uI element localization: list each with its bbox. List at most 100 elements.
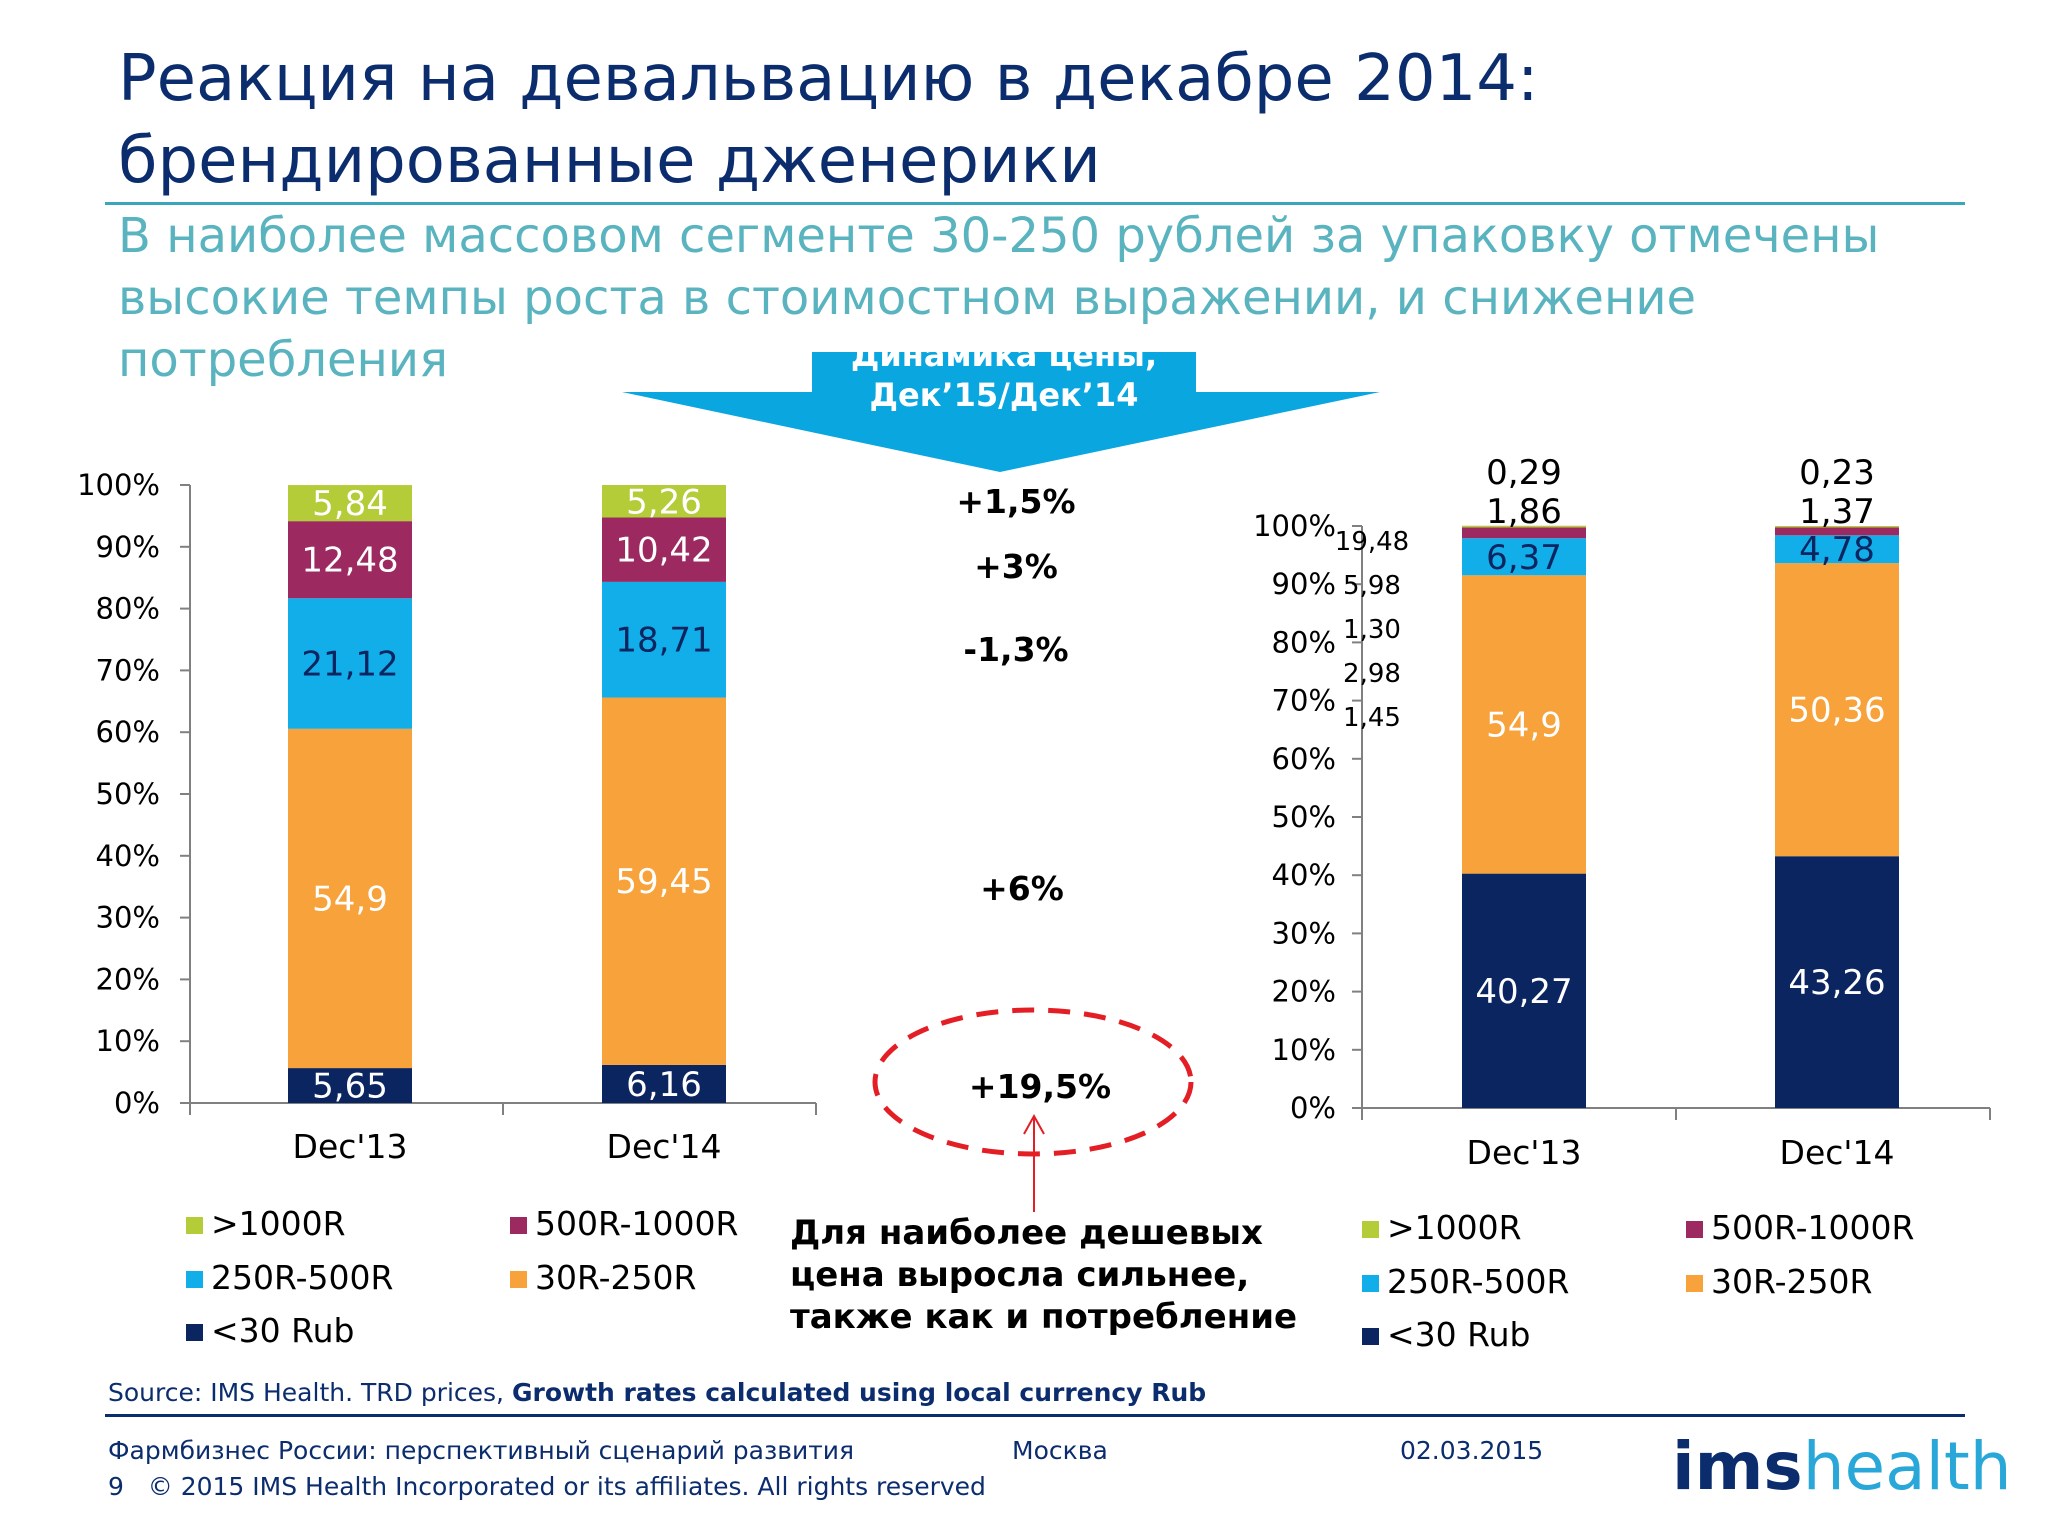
source-prefix: Source: IMS Health. TRD prices, bbox=[108, 1378, 512, 1407]
bar-segment bbox=[602, 697, 726, 1065]
legend-label: 250R-500R bbox=[1387, 1262, 1570, 1301]
footer-date: 02.03.2015 bbox=[1400, 1436, 1544, 1465]
growth-500-1000: +3% bbox=[974, 547, 1058, 586]
slide-title: Реакция на девальвацию в декабре 2014: б… bbox=[118, 42, 1539, 198]
y-tick-label: 60% bbox=[96, 715, 160, 749]
data-label: 59,45 bbox=[615, 862, 712, 902]
bar-segment bbox=[1775, 527, 1899, 536]
y-tick-label: 0% bbox=[114, 1086, 160, 1120]
side-annotation: 1,30 bbox=[1343, 615, 1401, 645]
legend-label: 30R-250R bbox=[1711, 1262, 1873, 1301]
y-tick-label: 10% bbox=[1272, 1033, 1336, 1067]
data-label: 6,37 bbox=[1486, 538, 1562, 578]
footer-divider bbox=[105, 1414, 1965, 1417]
data-label: 0,29 bbox=[1486, 453, 1562, 493]
data-label: 4,78 bbox=[1799, 530, 1875, 570]
legend-swatch bbox=[1686, 1221, 1703, 1238]
data-label: 50,36 bbox=[1788, 691, 1885, 731]
bar-segment bbox=[1462, 873, 1586, 1108]
bar-segment bbox=[1462, 575, 1586, 874]
side-annotation: 2,98 bbox=[1343, 659, 1401, 689]
logo-ims: ims bbox=[1672, 1428, 1803, 1505]
y-tick-label: 30% bbox=[1272, 916, 1336, 950]
y-tick-label: 50% bbox=[96, 777, 160, 811]
data-label: 43,26 bbox=[1788, 963, 1885, 1003]
y-tick-label: 20% bbox=[1272, 975, 1336, 1009]
bar-segment bbox=[602, 485, 726, 518]
data-label: 5,26 bbox=[626, 482, 702, 522]
data-label: 54,9 bbox=[312, 879, 388, 919]
banner-line-1: Динамика цены, bbox=[851, 336, 1157, 374]
logo-health: health bbox=[1802, 1428, 2012, 1505]
category-label: Dec'14 bbox=[607, 1127, 722, 1166]
legend-item-30-250: 30R-250R bbox=[1686, 1262, 1872, 1301]
legend-label: 250R-500R bbox=[211, 1258, 394, 1297]
data-label: 6,16 bbox=[626, 1065, 702, 1105]
category-label: Dec'13 bbox=[1467, 1133, 1582, 1172]
legend-item-250-500: 250R-500R bbox=[1362, 1262, 1569, 1301]
legend-label: 500R-1000R bbox=[535, 1204, 739, 1243]
legend-item-30-250: 30R-250R bbox=[510, 1258, 696, 1297]
y-tick-label: 80% bbox=[1272, 625, 1336, 659]
legend-label: <30 Rub bbox=[1387, 1315, 1531, 1354]
copyright-text: © 2015 IMS Health Incorporated or its af… bbox=[147, 1472, 986, 1501]
legend-item-gt1000: >1000R bbox=[1362, 1208, 1522, 1247]
growth-lt30: +19,5% bbox=[969, 1067, 1111, 1106]
bar-segment bbox=[1775, 563, 1899, 857]
y-tick-label: 80% bbox=[96, 592, 160, 626]
footer-city: Москва bbox=[1012, 1436, 1108, 1465]
y-tick-label: 90% bbox=[1272, 567, 1336, 601]
legend-item-gt1000: >1000R bbox=[186, 1204, 346, 1243]
data-label: 1,37 bbox=[1799, 492, 1875, 532]
y-tick-label: 70% bbox=[1272, 684, 1336, 718]
legend-label: >1000R bbox=[1387, 1208, 1522, 1247]
legend-swatch bbox=[1362, 1275, 1379, 1292]
footer-copyright: 9 © 2015 IMS Health Incorporated or its … bbox=[108, 1472, 986, 1501]
y-tick-label: 50% bbox=[1272, 800, 1336, 834]
legend-swatch bbox=[186, 1217, 203, 1234]
bar-segment bbox=[1462, 527, 1586, 539]
y-tick-label: 40% bbox=[96, 839, 160, 873]
bar-segment bbox=[1462, 525, 1586, 528]
legend-item-250-500: 250R-500R bbox=[186, 1258, 393, 1297]
data-label: 12,48 bbox=[301, 541, 398, 581]
growth-250-500: -1,3% bbox=[963, 630, 1068, 669]
growth-gt1000: +1,5% bbox=[956, 482, 1075, 521]
bar-segment bbox=[602, 1064, 726, 1103]
legend-label: >1000R bbox=[211, 1204, 346, 1243]
side-annotation: 5,98 bbox=[1343, 571, 1401, 601]
legend-item-500-1000: 500R-1000R bbox=[510, 1204, 738, 1243]
data-label: 40,27 bbox=[1475, 972, 1572, 1012]
bar-segment bbox=[602, 581, 726, 698]
bar-segment bbox=[602, 517, 726, 582]
legend-swatch bbox=[510, 1217, 527, 1234]
side-annotation: 19,48 bbox=[1335, 527, 1409, 557]
data-label: 54,9 bbox=[1486, 705, 1562, 745]
legend-label: 500R-1000R bbox=[1711, 1208, 1915, 1247]
y-tick-label: 30% bbox=[96, 901, 160, 935]
data-label: 5,65 bbox=[312, 1067, 388, 1107]
y-tick-label: 40% bbox=[1272, 858, 1336, 892]
title-divider bbox=[105, 202, 1965, 205]
page-number: 9 bbox=[108, 1472, 124, 1501]
legend-label: 30R-250R bbox=[535, 1258, 697, 1297]
legend-swatch bbox=[1686, 1275, 1703, 1292]
chart-right: 0% 10% 20% 30% 40% 50% 60% 70% 80% 90% 100% Dec'13 D… bbox=[1253, 453, 1991, 1172]
data-label: 0,23 bbox=[1799, 453, 1875, 493]
bar-segment bbox=[288, 485, 412, 522]
bar-segment bbox=[1775, 535, 1899, 564]
category-label: Dec'13 bbox=[293, 1127, 408, 1166]
cheapest-segment-note: Для наиболее дешевых цена выросла сильне… bbox=[790, 1213, 1298, 1337]
y-tick-label: 100% bbox=[77, 468, 160, 502]
bar-segment bbox=[288, 521, 412, 599]
bar-segment bbox=[288, 1068, 412, 1103]
bar-segment bbox=[1775, 856, 1899, 1108]
price-dynamics-banner: Динамика цены, Дек’15/Дек’14 bbox=[622, 336, 1380, 472]
legend-label: <30 Rub bbox=[211, 1311, 355, 1350]
y-tick-label: 90% bbox=[96, 530, 160, 564]
banner-line-2: Дек’15/Дек’14 bbox=[870, 376, 1139, 414]
legend-item-lt30: <30 Rub bbox=[186, 1311, 354, 1350]
banner-arrow-shape bbox=[622, 352, 1380, 472]
side-annotation: 1,45 bbox=[1343, 703, 1401, 733]
